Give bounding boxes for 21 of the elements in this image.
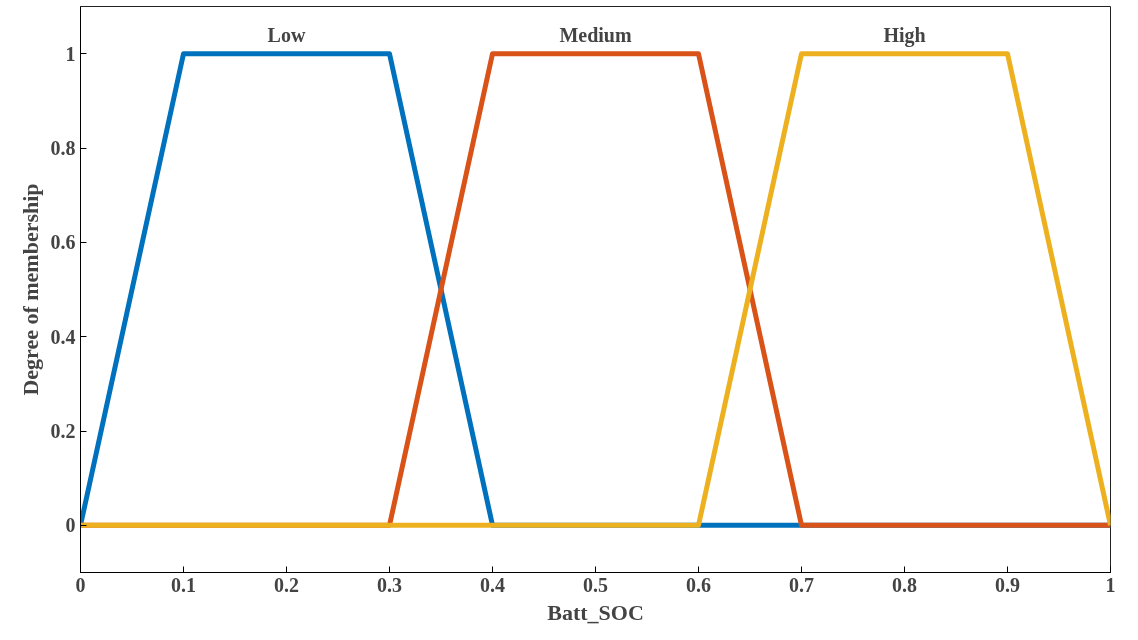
- y-tick-label: 0: [65, 514, 76, 537]
- x-axis-title: Batt_SOC: [547, 599, 644, 625]
- x-tick-label: 0.2: [274, 573, 299, 596]
- y-axis-title: Degree of membership: [17, 183, 43, 396]
- y-tick-label: 1: [65, 42, 76, 65]
- x-tick-label: 0.8: [892, 573, 917, 596]
- y-tick-label: 0.4: [50, 325, 76, 348]
- series-label: High: [883, 23, 926, 47]
- x-tick-label: 0.4: [480, 573, 505, 596]
- x-tick-label: 0.3: [377, 573, 402, 596]
- series-label: Medium: [559, 23, 632, 46]
- x-tick-label: 0.5: [583, 573, 608, 596]
- y-tick-label: 0.6: [50, 231, 76, 254]
- x-tick-label: 0.9: [995, 573, 1020, 596]
- y-tick-label: 0.8: [50, 137, 76, 159]
- x-tick-label: 0.6: [686, 573, 711, 596]
- x-tick-label: 0.7: [789, 573, 814, 596]
- y-tick-label: 0.2: [50, 420, 76, 442]
- x-tick-label: 1: [1105, 573, 1116, 596]
- series-label: Low: [267, 23, 306, 46]
- x-tick-label: 0.1: [171, 573, 196, 596]
